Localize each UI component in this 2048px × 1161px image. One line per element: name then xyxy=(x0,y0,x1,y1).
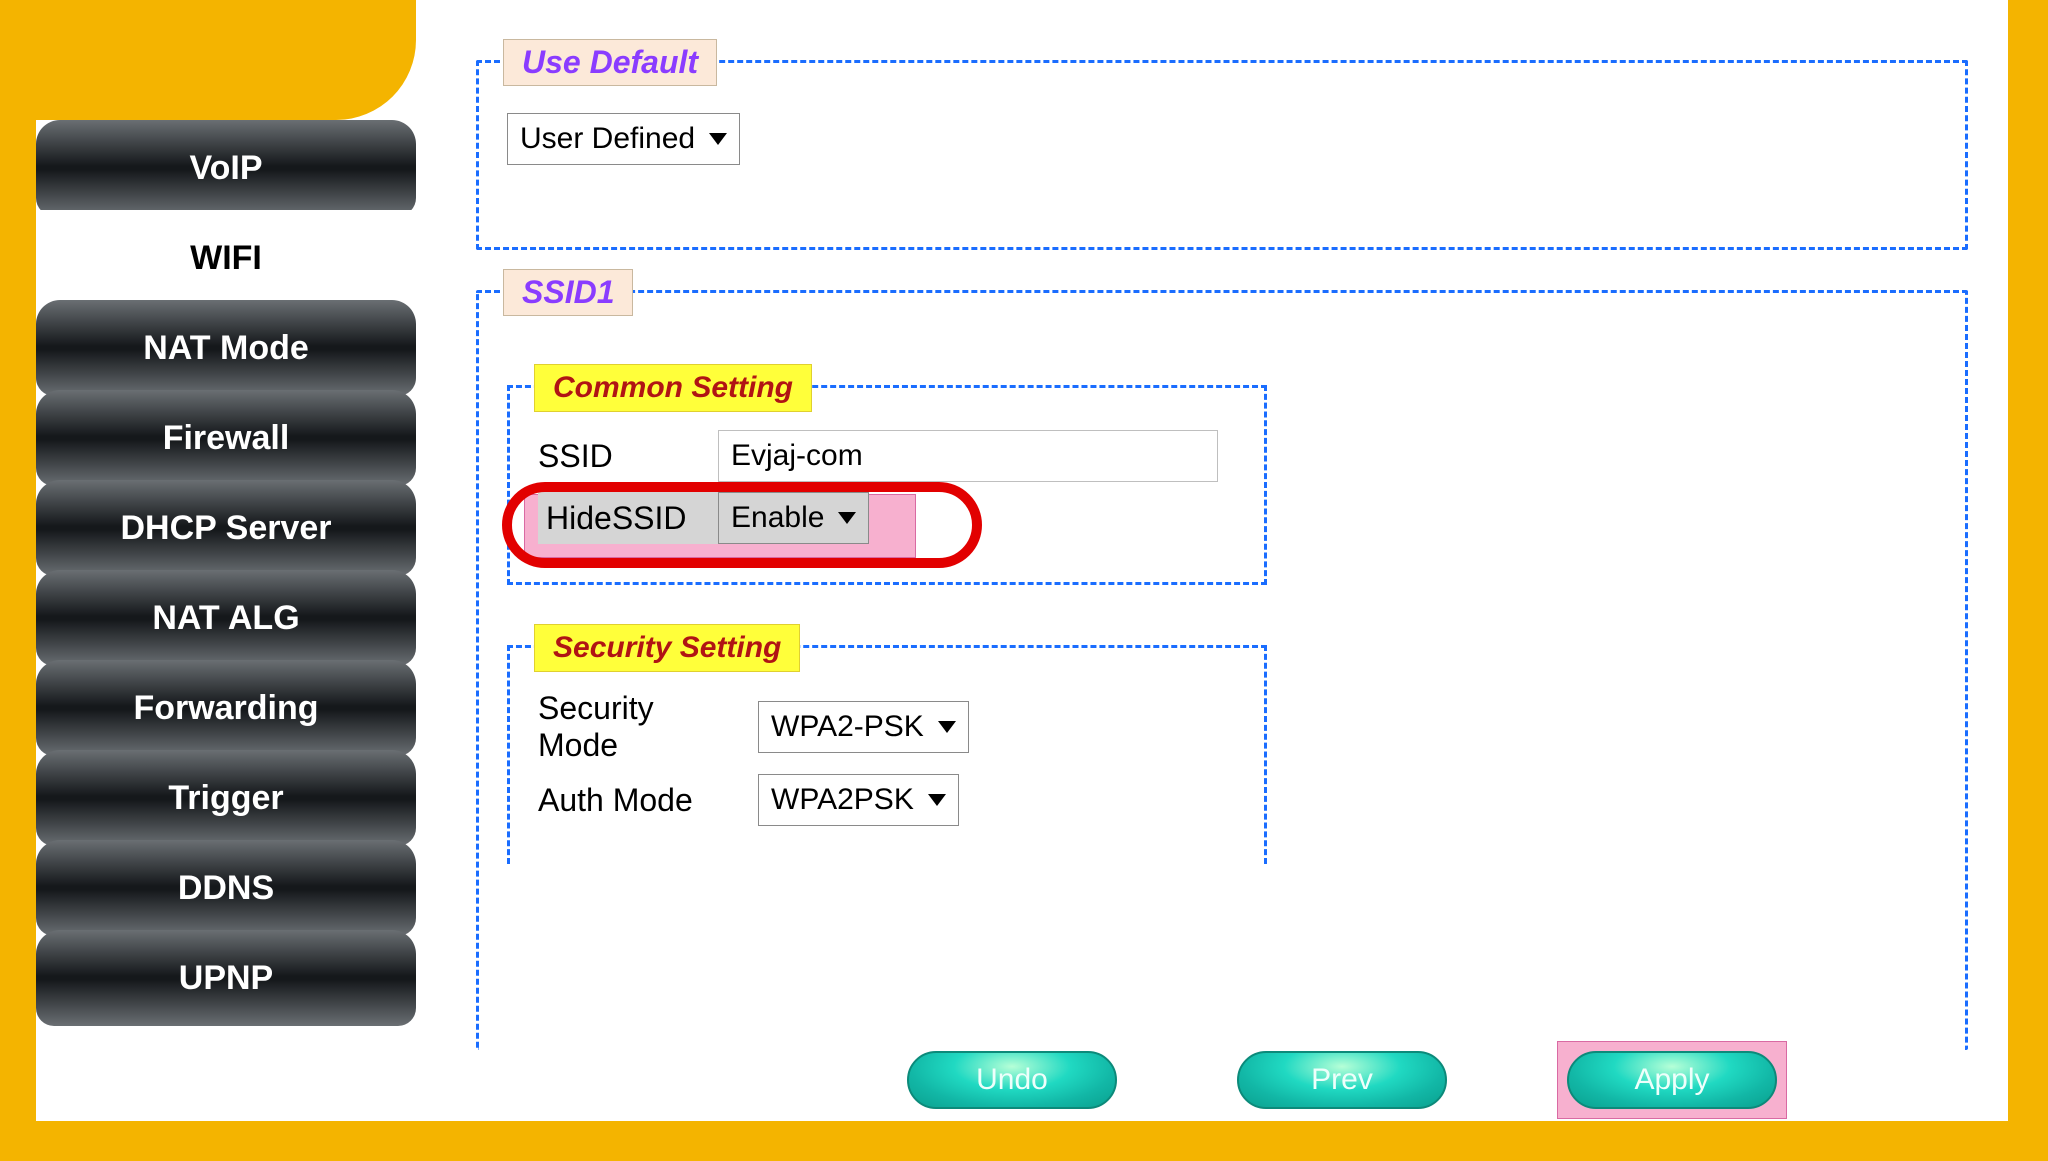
content-area: Use Default User Defined SSID1 Common Se… xyxy=(416,0,2008,1121)
select-security-mode[interactable]: WPA2-PSK xyxy=(758,701,969,753)
select-value: User Defined xyxy=(520,122,695,156)
select-use-default-mode[interactable]: User Defined xyxy=(507,113,740,165)
input-ssid[interactable] xyxy=(718,430,1218,482)
sidebar-item-label: UPNP xyxy=(179,959,273,998)
sidebar-item-label: DHCP Server xyxy=(120,509,331,548)
sidebar-item-forwarding[interactable]: Forwarding xyxy=(36,660,416,756)
sidebar-item-voip[interactable]: VoIP xyxy=(36,120,416,216)
group-use-default: Use Default User Defined xyxy=(476,60,1968,250)
label-auth-mode: Auth Mode xyxy=(538,782,758,819)
sidebar-item-label: NAT Mode xyxy=(143,329,309,368)
button-bar: Undo Prev Apply xyxy=(416,1051,2008,1109)
sidebar: VoIP WIFI NAT Mode Firewall DHCP Server … xyxy=(36,0,416,1121)
chevron-down-icon xyxy=(709,133,727,145)
legend-security-setting: Security Setting xyxy=(534,624,800,672)
row-security-mode: Security Mode WPA2-PSK xyxy=(538,690,1236,764)
sidebar-item-label: NAT ALG xyxy=(152,599,299,638)
button-wrap-prev: Prev xyxy=(1237,1051,1447,1109)
label-security-mode: Security Mode xyxy=(538,690,758,764)
sidebar-item-nat-alg[interactable]: NAT ALG xyxy=(36,570,416,666)
legend-common-setting: Common Setting xyxy=(534,364,812,412)
sidebar-item-label: DDNS xyxy=(178,869,274,908)
select-value: WPA2-PSK xyxy=(771,710,924,744)
sidebar-item-label: VoIP xyxy=(189,149,262,188)
sidebar-item-ddns[interactable]: DDNS xyxy=(36,840,416,936)
button-wrap-apply: Apply xyxy=(1567,1051,1777,1109)
button-label: Prev xyxy=(1311,1063,1373,1097)
select-hide-ssid[interactable]: Enable xyxy=(718,492,869,544)
chevron-down-icon xyxy=(928,794,946,806)
app-frame: VoIP WIFI NAT Mode Firewall DHCP Server … xyxy=(36,0,2008,1121)
apply-button[interactable]: Apply xyxy=(1567,1051,1777,1109)
row-auth-mode: Auth Mode WPA2PSK xyxy=(538,774,1236,826)
sidebar-item-label: Forwarding xyxy=(133,689,318,728)
select-value: Enable xyxy=(731,501,824,535)
sidebar-item-nat-mode[interactable]: NAT Mode xyxy=(36,300,416,396)
button-wrap-undo: Undo xyxy=(907,1051,1117,1109)
select-auth-mode[interactable]: WPA2PSK xyxy=(758,774,959,826)
sidebar-item-dhcp-server[interactable]: DHCP Server xyxy=(36,480,416,576)
label-hide-ssid: HideSSID xyxy=(538,492,718,544)
undo-button[interactable]: Undo xyxy=(907,1051,1117,1109)
group-ssid1: SSID1 Common Setting SSID HideSSID Enabl… xyxy=(476,290,1968,1050)
group-security-setting: Security Setting Security Mode WPA2-PSK … xyxy=(507,645,1267,864)
row-ssid: SSID xyxy=(538,430,1236,482)
chevron-down-icon xyxy=(938,721,956,733)
group-common-setting: Common Setting SSID HideSSID Enable xyxy=(507,385,1267,585)
sidebar-item-label: Trigger xyxy=(168,779,283,818)
sidebar-item-wifi[interactable]: WIFI xyxy=(36,210,416,306)
legend-ssid1: SSID1 xyxy=(503,269,633,316)
sidebar-item-label: Firewall xyxy=(163,419,290,458)
button-label: Apply xyxy=(1634,1063,1709,1097)
sidebar-item-firewall[interactable]: Firewall xyxy=(36,390,416,486)
sidebar-item-upnp[interactable]: UPNP xyxy=(36,930,416,1026)
sidebar-item-trigger[interactable]: Trigger xyxy=(36,750,416,846)
row-hide-ssid: HideSSID Enable xyxy=(538,492,1236,544)
button-label: Undo xyxy=(976,1063,1048,1097)
select-value: WPA2PSK xyxy=(771,783,914,817)
label-ssid: SSID xyxy=(538,438,718,475)
sidebar-item-label: WIFI xyxy=(190,239,262,278)
prev-button[interactable]: Prev xyxy=(1237,1051,1447,1109)
frame-left-strip xyxy=(0,0,36,1161)
frame-bottom-strip xyxy=(0,1121,2048,1161)
chevron-down-icon xyxy=(838,512,856,524)
legend-use-default: Use Default xyxy=(503,39,717,86)
